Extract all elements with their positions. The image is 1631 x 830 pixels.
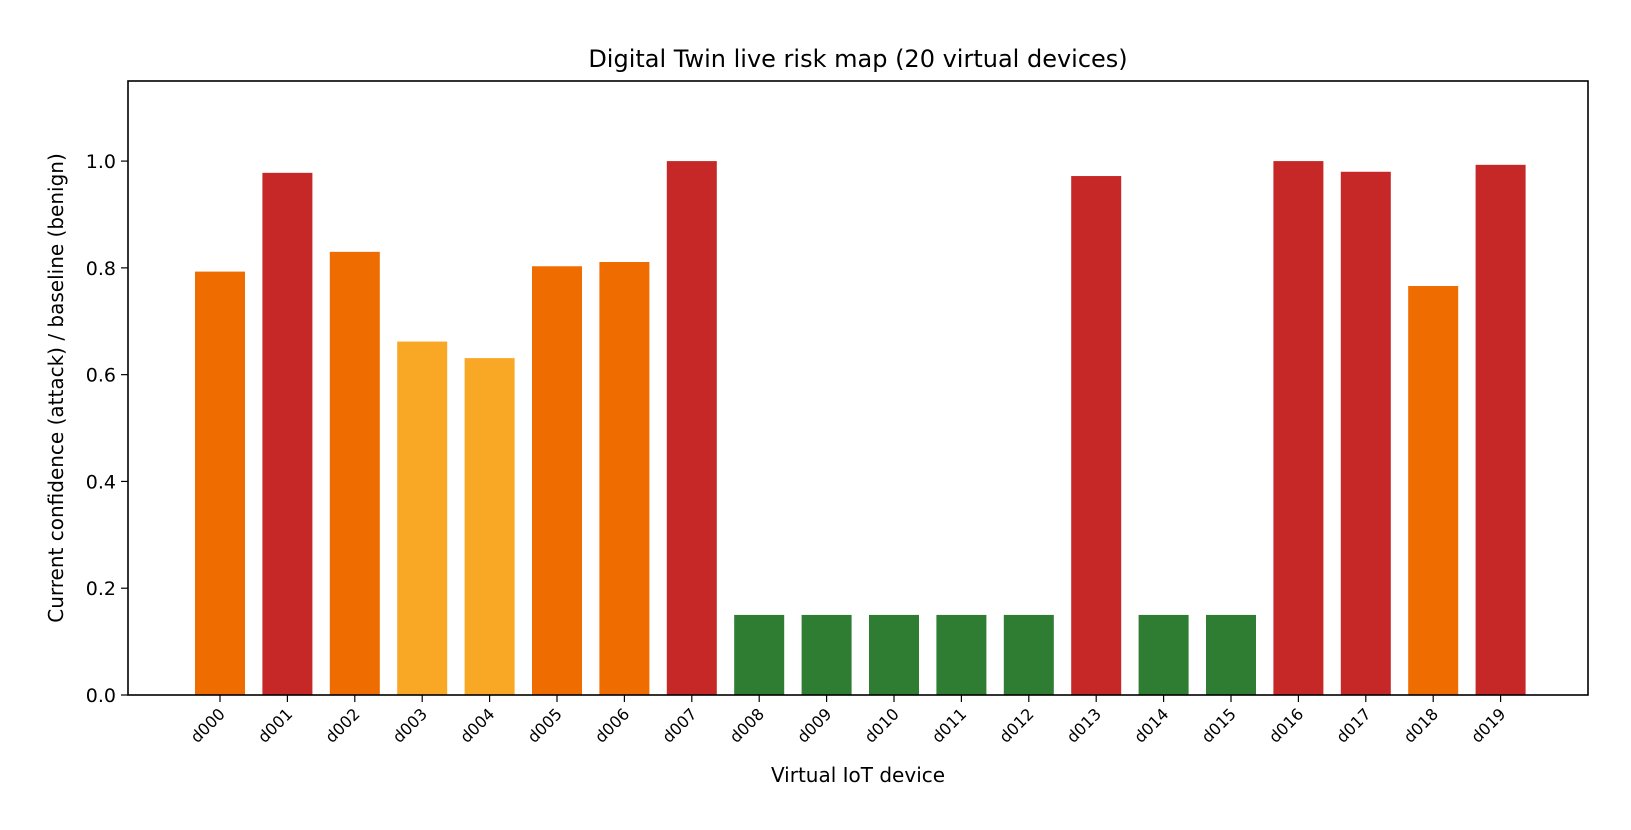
y-tick-label: 0.2 — [86, 578, 116, 600]
x-tick-label: d008 — [726, 704, 768, 746]
y-tick-label: 0.8 — [86, 258, 116, 280]
x-tick-label: d000 — [187, 704, 229, 746]
bar-d015 — [1206, 614, 1256, 695]
x-tick-label: d004 — [456, 704, 498, 746]
x-tick-label: d016 — [1265, 704, 1307, 746]
x-tick-label: d011 — [928, 704, 970, 746]
bar-d009 — [801, 614, 852, 695]
y-tick-label: 0.0 — [86, 685, 116, 707]
bar-d016 — [1273, 161, 1324, 695]
x-tick-label: d017 — [1332, 704, 1374, 746]
y-tick-label: 1.0 — [86, 151, 116, 173]
bar-d008 — [734, 614, 785, 695]
y-tick-label: 0.6 — [86, 365, 116, 387]
bar-d013 — [1071, 176, 1122, 696]
bar-d001 — [262, 172, 313, 696]
bar-d012 — [1003, 614, 1054, 695]
bar-d019 — [1475, 164, 1526, 695]
plot-frame — [127, 80, 1589, 696]
chart-title: Digital Twin live risk map (20 virtual d… — [588, 45, 1127, 73]
x-tick-label: d006 — [591, 704, 633, 746]
bar-d000 — [195, 271, 245, 695]
bar-d002 — [329, 251, 380, 695]
bar-d010 — [869, 614, 919, 695]
x-tick-label: d007 — [658, 704, 700, 746]
bar-d007 — [666, 161, 717, 695]
bar-d003 — [397, 341, 448, 695]
bar-d011 — [936, 614, 987, 695]
bar-d006 — [599, 261, 650, 695]
x-tick-label: d010 — [861, 704, 903, 746]
x-tick-label: d019 — [1467, 704, 1509, 746]
x-tick-label: d018 — [1400, 704, 1442, 746]
bar-d014 — [1138, 614, 1189, 695]
x-tick-label: d001 — [254, 704, 296, 746]
x-tick-label: d012 — [995, 704, 1037, 746]
bar-d005 — [532, 266, 582, 695]
y-axis-label: Current confidence (attack) / baseline (… — [44, 153, 68, 622]
y-tick-label: 0.4 — [86, 471, 116, 493]
x-tick-label: d009 — [793, 704, 835, 746]
x-axis-label: Virtual IoT device — [771, 763, 945, 787]
y-axis: 0.0 0.2 0.4 0.6 0.8 1.0 — [86, 151, 128, 707]
bar-d017 — [1340, 171, 1391, 696]
x-tick-label: d002 — [321, 704, 363, 746]
bars-layer — [195, 161, 1526, 696]
bar-d018 — [1408, 286, 1459, 695]
x-tick-label: d013 — [1063, 704, 1105, 746]
x-axis: d000 d001 d002 d003 d004 d005 d006 d007 d008 d009… — [187, 695, 1509, 747]
bar-d004 — [464, 358, 515, 695]
x-tick-label: d014 — [1130, 704, 1172, 746]
x-tick-label: d003 — [389, 704, 431, 746]
x-tick-label: d015 — [1198, 704, 1240, 746]
x-tick-label: d005 — [524, 704, 566, 746]
